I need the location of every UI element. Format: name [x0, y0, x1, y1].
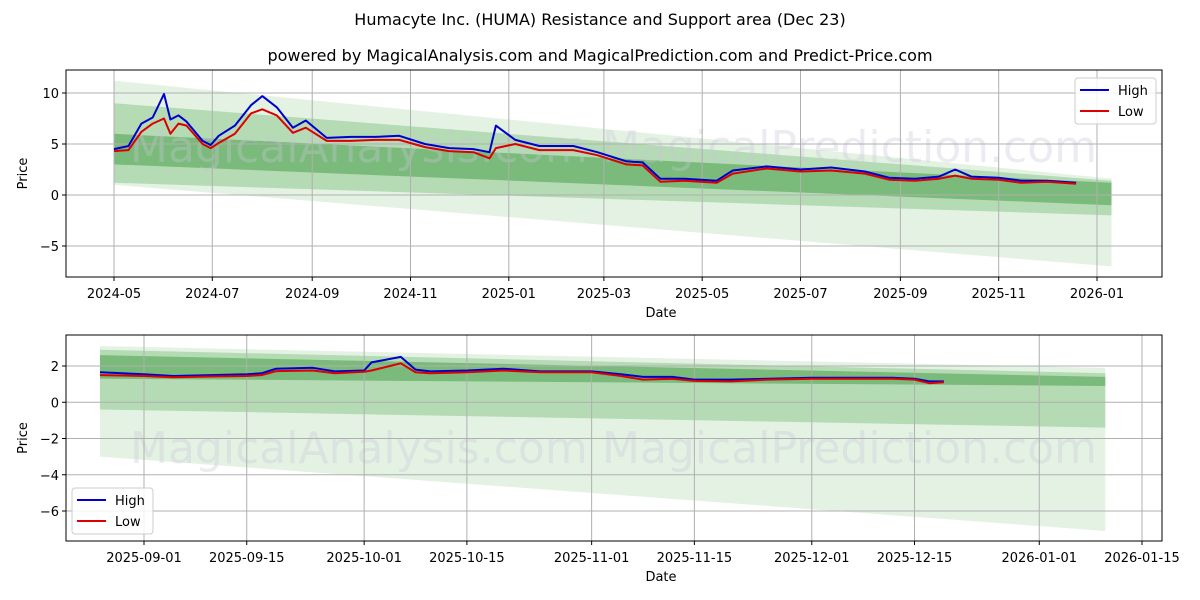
x-tick-label: 2025-11-01 [554, 551, 630, 566]
x-tick-label: 2025-11 [972, 287, 1026, 302]
chart-subtitle: powered by MagicalAnalysis.com and Magic… [267, 46, 933, 65]
series-low-line [113, 108, 1077, 185]
x-tick-label: 2025-12-01 [774, 551, 850, 566]
bottom-chart: MagicalAnalysis.com MagicalPrediction.com… [16, 334, 1180, 585]
y-axis-label: Price [16, 422, 31, 454]
x-tick-label: 2025-11-15 [657, 551, 733, 566]
legend-low-label: Low [115, 515, 141, 530]
x-tick-label: 2025-09-15 [209, 551, 285, 566]
x-axis-label: Date [645, 306, 676, 321]
legend: High Low [71, 487, 154, 535]
y-tick-label: −5 [40, 240, 59, 255]
legend-low-label: Low [1118, 105, 1144, 120]
y-tick-label: 0 [51, 396, 59, 411]
y-tick-label: −4 [40, 469, 59, 484]
x-tick-label: 2025-09 [873, 287, 927, 302]
x-tick-label: 2024-07 [185, 287, 239, 302]
watermark: MagicalAnalysis.com [130, 423, 588, 474]
x-tick-label: 2025-09-01 [106, 551, 182, 566]
watermark: MagicalPrediction.com [602, 122, 1097, 173]
x-tick-label: 2026-01-01 [1001, 551, 1077, 566]
x-tick-label: 2024-11 [383, 287, 437, 302]
y-tick-label: 10 [42, 87, 59, 102]
x-tick-label: 2025-03 [577, 287, 631, 302]
x-tick-label: 2026-01 [1070, 287, 1124, 302]
series-high-line [113, 93, 1077, 184]
x-tick-label: 2025-05 [675, 287, 729, 302]
x-tick-label: 2025-12-15 [877, 551, 953, 566]
y-tick-label: 2 [51, 360, 59, 375]
x-tick-label: 2025-07 [773, 287, 827, 302]
x-axis-label: Date [645, 570, 676, 585]
x-tick-label: 2025-10-15 [429, 551, 505, 566]
watermark: MagicalAnalysis.com [130, 122, 588, 173]
y-tick-label: −6 [40, 505, 59, 520]
chart-title: Humacyte Inc. (HUMA) Resistance and Supp… [354, 10, 846, 29]
y-axis-label: Price [16, 158, 31, 190]
series-low-line [99, 362, 944, 385]
legend-high-label: High [1118, 84, 1148, 99]
x-tick-label: 2024-09 [285, 287, 339, 302]
y-tick-label: 5 [51, 138, 59, 153]
watermark: MagicalPrediction.com [602, 423, 1097, 474]
y-tick-label: 0 [51, 189, 59, 204]
legend-high-label: High [115, 494, 145, 509]
plot-frame [65, 69, 1163, 278]
x-tick-label: 2025-01 [482, 287, 536, 302]
x-tick-label: 2024-05 [87, 287, 141, 302]
top-chart: MagicalAnalysis.com MagicalPrediction.com… [16, 69, 1163, 321]
legend: High Low [1074, 77, 1157, 125]
y-tick-label: −2 [40, 433, 59, 448]
x-tick-label: 2025-10-01 [326, 551, 402, 566]
x-tick-label: 2026-01-15 [1104, 551, 1180, 566]
band-inner [114, 133, 1112, 206]
